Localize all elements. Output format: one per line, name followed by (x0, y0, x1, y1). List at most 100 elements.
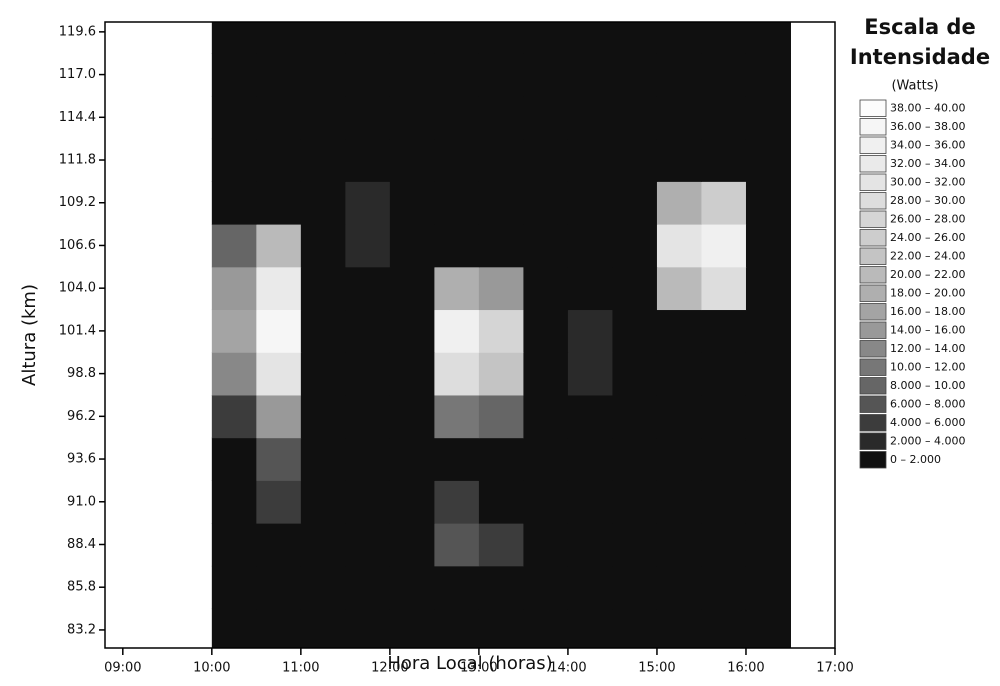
heat-cell (701, 181, 747, 225)
heat-cell (656, 352, 702, 396)
heat-cell (567, 181, 613, 225)
heat-cell (434, 138, 480, 182)
heat-cell (434, 437, 480, 481)
heat-cell (300, 437, 346, 481)
heat-cell (745, 22, 791, 54)
legend-swatch (859, 377, 887, 395)
heat-cell (701, 352, 747, 396)
heat-cell (567, 352, 613, 396)
heat-cell (567, 523, 613, 567)
legend-swatch (859, 321, 887, 339)
heat-cell (523, 608, 569, 649)
heat-cell (478, 22, 524, 54)
heat-cell (389, 608, 435, 649)
heat-cell (211, 437, 257, 481)
heat-cell (523, 394, 569, 439)
heat-cell (434, 309, 480, 353)
heat-cell (656, 523, 702, 567)
heat-cell (478, 95, 524, 140)
heat-cell (389, 352, 435, 396)
legend-swatch (859, 358, 887, 376)
heat-cell (345, 394, 391, 439)
heat-cell (745, 394, 791, 439)
heat-cell (300, 523, 346, 567)
heat-cell (211, 224, 257, 268)
heat-cell (745, 224, 791, 268)
heat-cell (389, 523, 435, 567)
heat-cell (567, 480, 613, 524)
heat-cell (567, 394, 613, 439)
legend-swatch (859, 247, 887, 265)
heat-cell (701, 95, 747, 140)
heat-cell (256, 266, 302, 311)
x-tick-label: 15:00 (638, 661, 675, 676)
y-tick-label: 117.0 (59, 67, 96, 82)
heat-cell (656, 266, 702, 311)
y-tick-label: 111.8 (59, 153, 96, 168)
heat-cell (345, 352, 391, 396)
heat-cell (389, 22, 435, 54)
heat-cell (656, 22, 702, 54)
heat-cell (300, 480, 346, 524)
legend-swatch (859, 303, 887, 321)
heat-cell (256, 480, 302, 524)
heat-cell (211, 608, 257, 649)
heat-cell (345, 523, 391, 567)
legend-swatch (859, 136, 887, 154)
heat-cell (523, 309, 569, 353)
heat-cell (701, 437, 747, 481)
legend-unit: (Watts) (891, 79, 938, 94)
heat-cell (656, 138, 702, 182)
heat-cell (745, 437, 791, 481)
heat-cell (300, 266, 346, 311)
heat-cell (434, 53, 480, 97)
heat-cell (478, 608, 524, 649)
y-tick-label: 101.4 (59, 323, 96, 338)
heat-cell (567, 608, 613, 649)
heat-cell (612, 224, 658, 268)
heat-cell (256, 181, 302, 225)
heat-cell (256, 138, 302, 182)
heat-cell (300, 138, 346, 182)
heat-cell (256, 394, 302, 439)
heat-cell (745, 565, 791, 610)
heat-cell (434, 181, 480, 225)
heat-cell (256, 95, 302, 140)
heat-cell (745, 181, 791, 225)
heat-cell (701, 266, 747, 311)
heat-cell (656, 437, 702, 481)
heat-cell (656, 224, 702, 268)
heat-cell (389, 95, 435, 140)
heat-cell (300, 608, 346, 649)
heat-cell (612, 480, 658, 524)
heat-cell (523, 565, 569, 610)
y-tick-label: 104.0 (59, 281, 96, 296)
heat-cell (389, 480, 435, 524)
heat-cell (389, 394, 435, 439)
heat-cell (345, 437, 391, 481)
heat-cell (345, 266, 391, 311)
heat-cell (300, 224, 346, 268)
heat-cell (701, 138, 747, 182)
legend-label: 8.000 – 10.00 (890, 379, 965, 392)
heat-cell (211, 523, 257, 567)
heat-cell (345, 138, 391, 182)
heat-cell (211, 22, 257, 54)
y-tick-label: 88.4 (67, 537, 96, 552)
x-tick-label: 13:00 (460, 661, 497, 676)
heat-cell (745, 309, 791, 353)
legend-label: 36.00 – 38.00 (890, 120, 965, 133)
heat-cell (523, 181, 569, 225)
legend-swatch (859, 284, 887, 302)
y-tick-label: 83.2 (67, 622, 96, 637)
heat-cell (612, 53, 658, 97)
legend-swatch (859, 414, 887, 432)
heat-cell (211, 266, 257, 311)
legend-swatch (859, 210, 887, 228)
heat-cell (256, 22, 302, 54)
heat-cell (389, 53, 435, 97)
legend-label: 26.00 – 28.00 (890, 212, 965, 225)
legend-swatch (859, 173, 887, 191)
heat-cell (701, 565, 747, 610)
